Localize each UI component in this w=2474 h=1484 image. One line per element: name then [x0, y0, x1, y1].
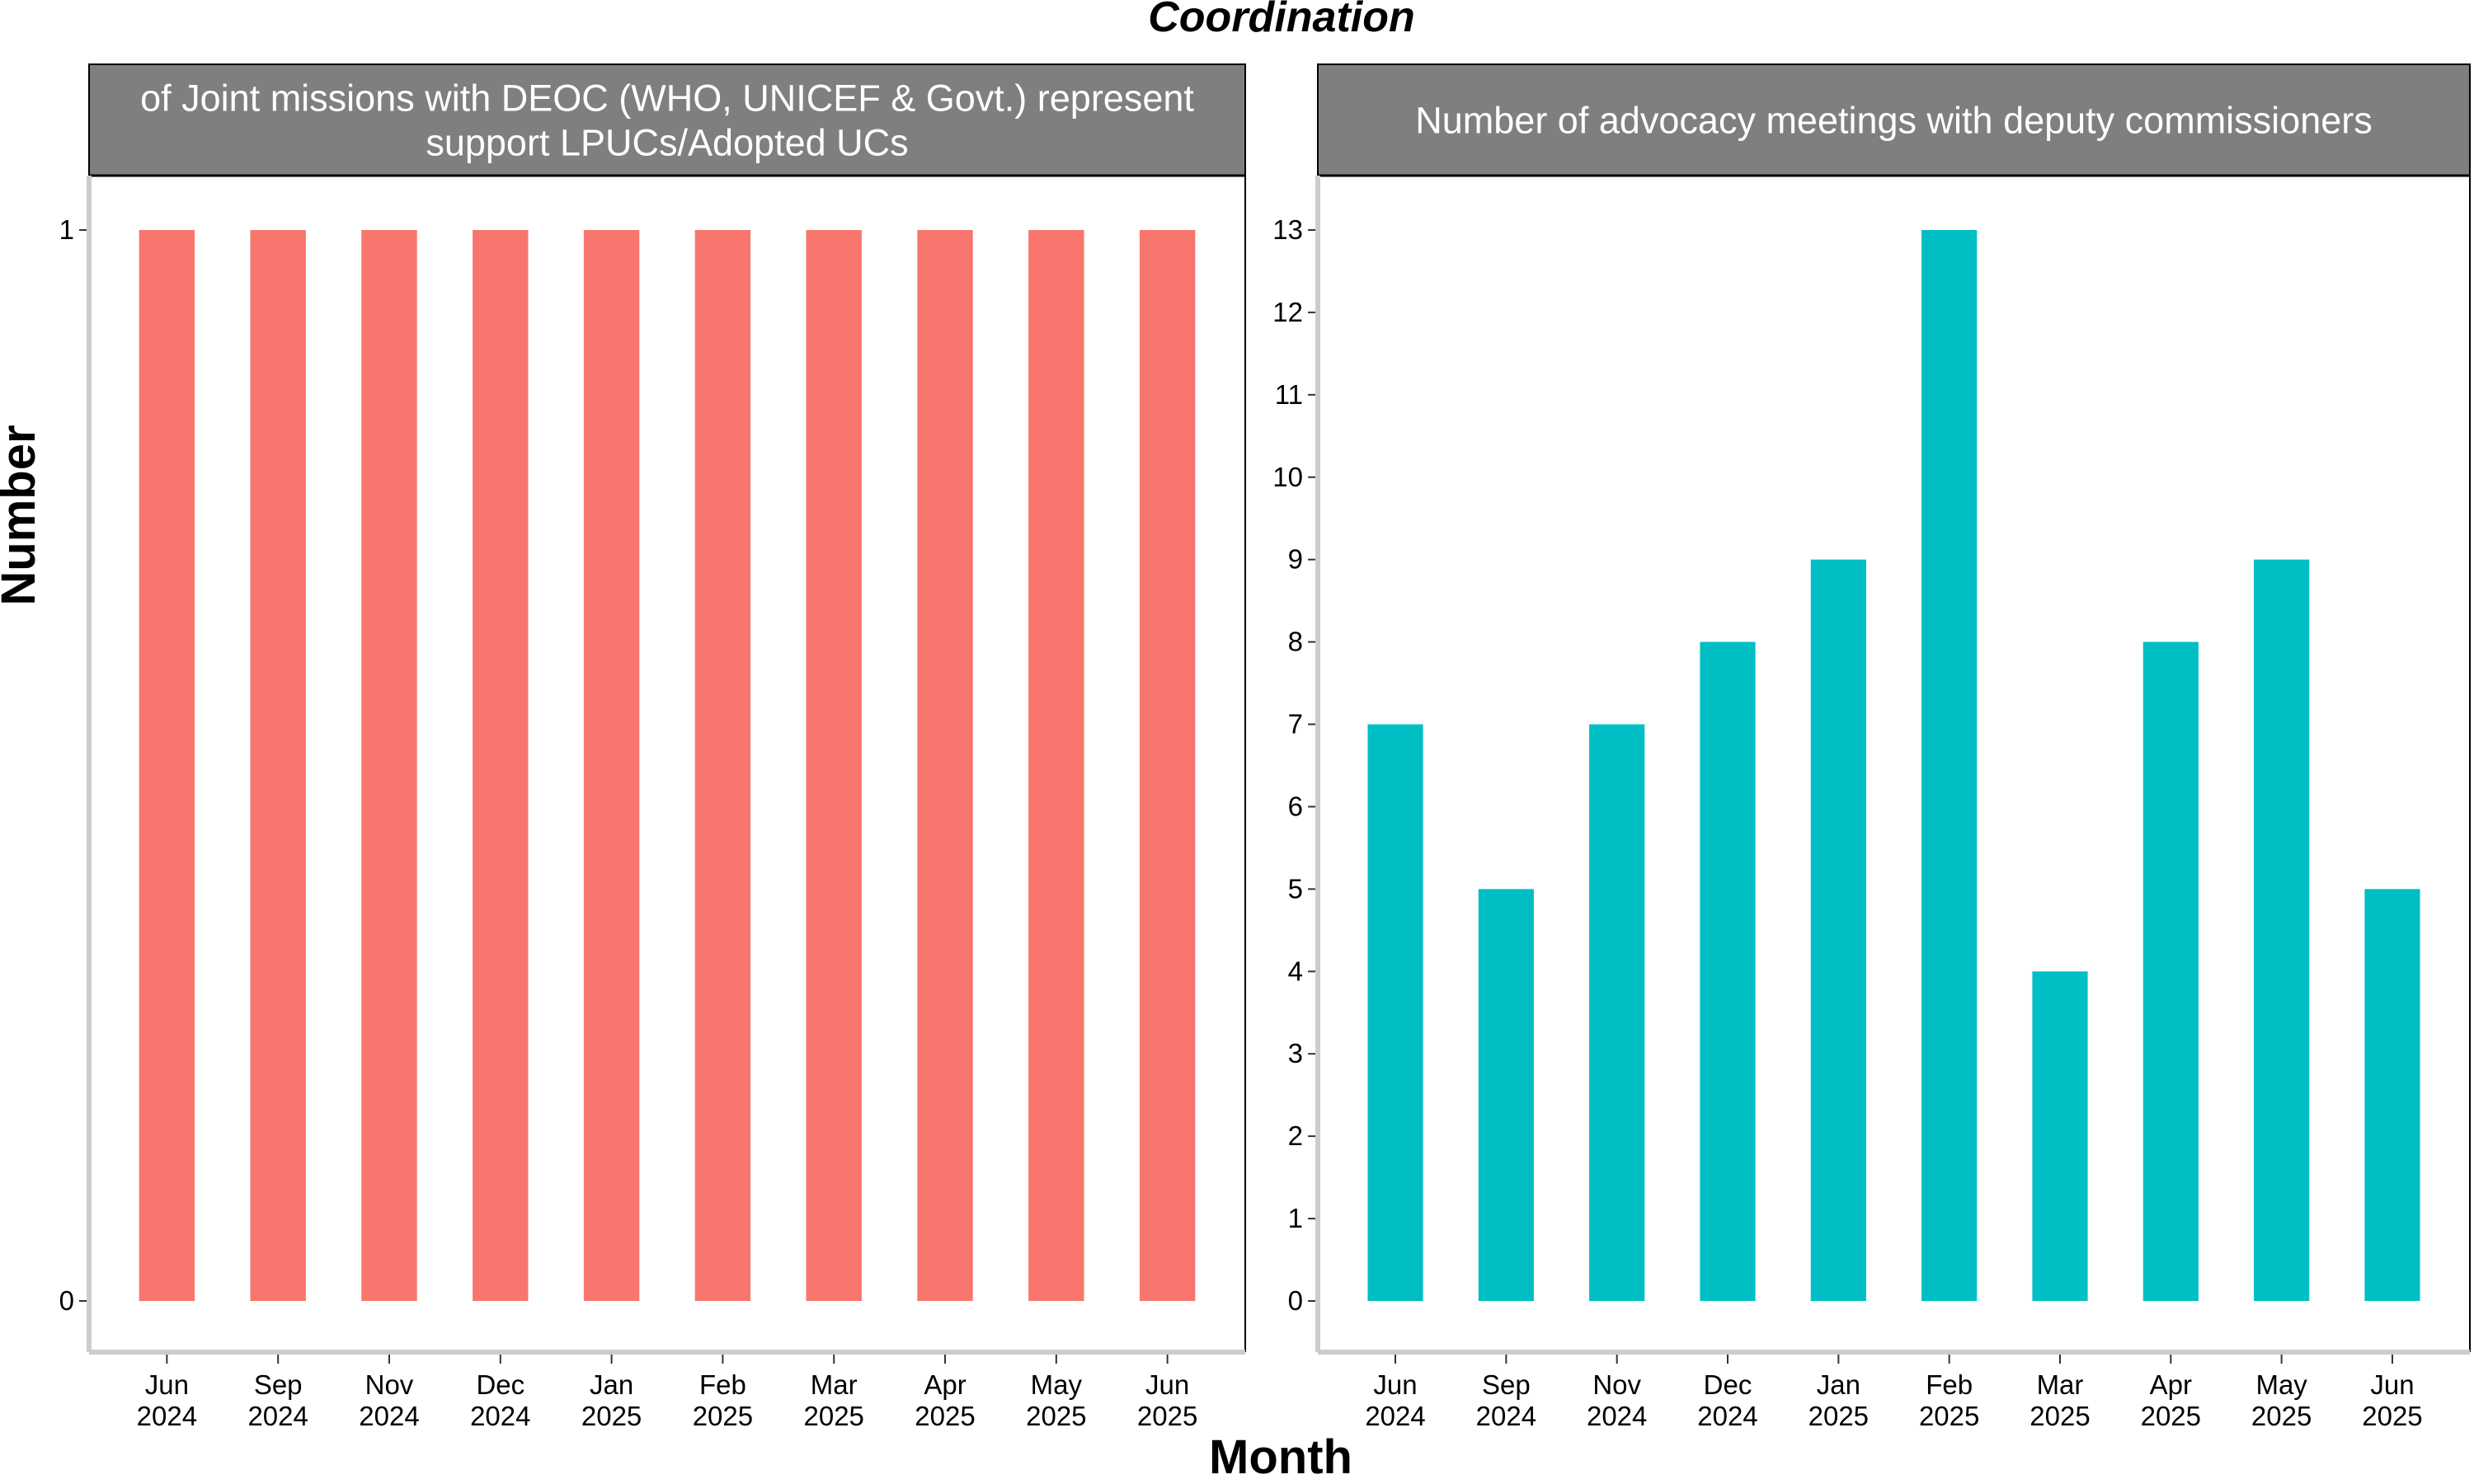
x-tick-label-year: 2024: [359, 1401, 419, 1431]
x-tick-label-year: 2025: [1137, 1401, 1197, 1431]
bar: [473, 230, 529, 1301]
x-tick-label-year: 2025: [1919, 1401, 1979, 1431]
x-tick-label-year: 2025: [1026, 1401, 1086, 1431]
y-tick-label: 9: [1288, 544, 1303, 575]
x-tick-label-year: 2025: [581, 1401, 642, 1431]
y-tick-label: 5: [1288, 873, 1303, 904]
bar: [2364, 889, 2420, 1301]
bar: [1921, 230, 1978, 1301]
x-tick-label-year: 2025: [2362, 1401, 2422, 1431]
panel-strip-title: Number of advocacy meetings with deputy …: [1415, 100, 2373, 142]
x-tick-label-year: 2025: [2030, 1401, 2090, 1431]
bar: [1028, 230, 1084, 1301]
y-tick-label: 0: [1288, 1285, 1303, 1316]
x-tick-label-year: 2025: [1808, 1401, 1869, 1431]
panel-strip-title-line: of Joint missions with DEOC (WHO, UNICEF…: [140, 77, 1194, 120]
y-tick-label: 1: [1288, 1203, 1303, 1233]
x-tick-label-month: Jun: [1145, 1369, 1189, 1400]
y-tick-label: 6: [1288, 791, 1303, 821]
x-tick-label-month: Feb: [699, 1369, 746, 1400]
x-tick-label-month: Sep: [254, 1369, 303, 1400]
y-tick-label: 4: [1288, 956, 1303, 986]
x-tick-label-year: 2025: [2251, 1401, 2312, 1431]
x-tick-label-year: 2024: [1476, 1401, 1536, 1431]
bar: [361, 230, 417, 1301]
bar: [1367, 724, 1423, 1301]
y-tick-label: 0: [59, 1285, 74, 1316]
x-tick-label-month: Jan: [1817, 1369, 1860, 1400]
bar: [1478, 889, 1534, 1301]
x-tick-label-month: Jun: [145, 1369, 189, 1400]
bar: [694, 230, 751, 1301]
x-tick-label-month: Jun: [2370, 1369, 2414, 1400]
bar: [1700, 641, 1756, 1301]
x-tick-label-month: Nov: [1592, 1369, 1641, 1400]
bar: [917, 230, 973, 1301]
y-tick-label: 10: [1272, 462, 1303, 492]
x-tick-label-month: Mar: [811, 1369, 858, 1400]
x-tick-label-year: 2025: [915, 1401, 975, 1431]
panel-strip-title-line: Number of advocacy meetings with deputy …: [1415, 100, 2373, 142]
x-tick-label-month: Mar: [2037, 1369, 2084, 1400]
x-tick-label-year: 2024: [1365, 1401, 1425, 1431]
y-tick-label: 13: [1272, 214, 1303, 245]
x-tick-label-month: Jan: [590, 1369, 633, 1400]
bar: [583, 230, 640, 1301]
x-tick-label-month: Feb: [1926, 1369, 1973, 1400]
x-tick-label-year: 2025: [2141, 1401, 2201, 1431]
x-tick-label-month: Sep: [1482, 1369, 1531, 1400]
x-tick-label-month: Dec: [1704, 1369, 1752, 1400]
panel-advocacy-meetings: Number of advocacy meetings with deputy …: [1272, 63, 2471, 1431]
x-tick-label-month: May: [1031, 1369, 1083, 1400]
x-tick-label-month: Nov: [365, 1369, 414, 1400]
x-axis-title: Month: [1209, 1430, 1352, 1484]
x-tick-label-year: 2024: [470, 1401, 530, 1431]
y-tick-label: 11: [1275, 379, 1303, 410]
x-tick-label-month: Jun: [1373, 1369, 1417, 1400]
chart-title: Coordination: [1148, 0, 1415, 41]
y-tick-label: 1: [59, 214, 74, 245]
bar: [1810, 559, 1866, 1301]
bar: [806, 230, 862, 1301]
x-tick-label-year: 2025: [804, 1401, 864, 1431]
y-tick-label: 12: [1272, 297, 1303, 327]
bar: [139, 230, 195, 1301]
x-tick-label-year: 2025: [693, 1401, 753, 1431]
panel-joint-missions: of Joint missions with DEOC (WHO, UNICEF…: [59, 63, 1246, 1431]
y-tick-label: 7: [1288, 709, 1303, 740]
x-tick-label-month: Apr: [2150, 1369, 2192, 1400]
panel-strip-title-line: support LPUCs/Adopted UCs: [426, 122, 908, 164]
x-tick-label-month: May: [2255, 1369, 2307, 1400]
bar: [250, 230, 306, 1301]
x-tick-label-year: 2024: [247, 1401, 308, 1431]
bar: [1589, 724, 1645, 1301]
bar: [2142, 641, 2199, 1301]
x-tick-label-year: 2024: [1697, 1401, 1757, 1431]
panel-strip: [88, 63, 1246, 176]
panel-strip-title: of Joint missions with DEOC (WHO, UNICEF…: [140, 77, 1194, 164]
y-tick-label: 8: [1288, 627, 1303, 657]
y-tick-label: 2: [1288, 1120, 1303, 1151]
x-tick-label-year: 2024: [137, 1401, 197, 1431]
x-tick-label-month: Apr: [924, 1369, 966, 1400]
bar: [2254, 559, 2310, 1301]
x-tick-label-year: 2024: [1587, 1401, 1647, 1431]
y-tick-label: 3: [1288, 1038, 1303, 1068]
x-tick-label-month: Dec: [476, 1369, 524, 1400]
bar: [1139, 230, 1196, 1301]
bar: [2032, 971, 2088, 1301]
y-axis-title: Number: [0, 425, 45, 605]
